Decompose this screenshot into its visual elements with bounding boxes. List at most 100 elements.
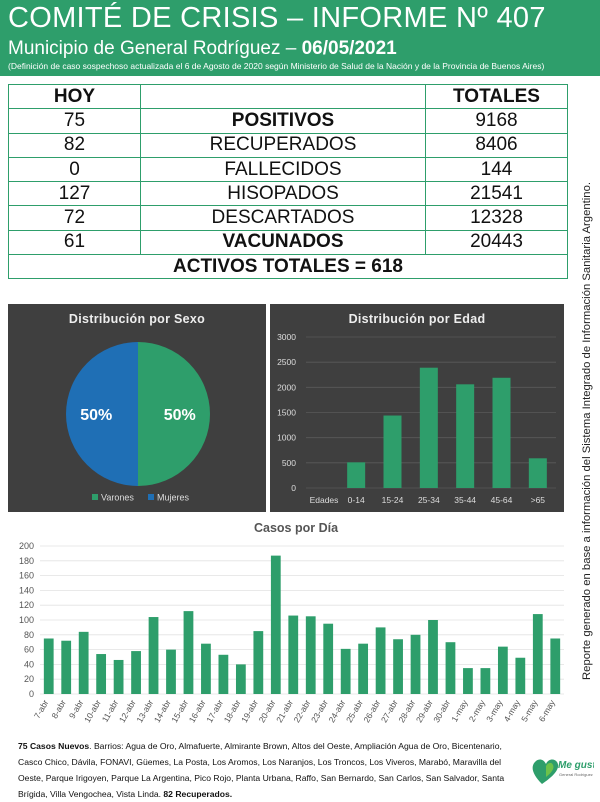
row-label-fallecidos: FALLECIDOS <box>140 156 426 183</box>
report-date: 06/05/2021 <box>301 38 397 59</box>
bar-19-abr <box>253 631 264 694</box>
legend-label-varones: Varones <box>101 493 134 503</box>
bar-25-abr <box>358 643 369 694</box>
bar->65 <box>528 458 547 488</box>
y-tick-label: 1000 <box>277 433 296 443</box>
footer-barrios-list: . Barrios: Agua de Oro, Almafuerte, Almi… <box>18 741 505 799</box>
bar-8-abr <box>61 640 72 694</box>
bar-14-abr <box>166 649 176 694</box>
footer-nuevos: 75 Casos Nuevos <box>18 741 90 751</box>
table-row: 61 VACUNADOS 20443 <box>8 229 568 256</box>
bar-27-abr <box>393 639 403 694</box>
y-tick-label: 1500 <box>277 408 296 418</box>
x-tick-label: 7-abr <box>32 698 51 720</box>
bar-15-24 <box>383 415 402 488</box>
x-tick-label: 25-34 <box>418 495 440 505</box>
x-tick-label: 8-abr <box>49 698 68 720</box>
report-title: COMITÉ DE CRISIS – INFORME Nº 407 <box>8 2 546 34</box>
heart-icon <box>532 759 559 784</box>
activos-totales: ACTIVOS TOTALES = 618 <box>8 254 568 280</box>
bar-24-abr <box>340 648 351 694</box>
column-header-empty <box>140 83 426 110</box>
bar-6-may <box>550 638 561 694</box>
source-sidenote: Reporte generado en base a información d… <box>581 182 593 680</box>
x-tick-label: 10-abr <box>82 698 103 724</box>
footer-recuperados: 82 Recuperados. <box>163 789 233 799</box>
edad-chart-title: Distribución por Edad <box>348 312 486 326</box>
y-tick-label: 180 <box>19 556 34 566</box>
bar-28-abr <box>410 634 421 694</box>
y-tick-label: 100 <box>19 615 34 625</box>
bar-18-abr <box>235 664 246 694</box>
bar-17-abr <box>218 654 229 694</box>
summary-table: HOY TOTALES 75 POSITIVOS 9168 82 RECUPER… <box>8 83 568 280</box>
bar-23-abr <box>323 623 334 694</box>
report-subtitle: Municipio de General Rodríguez – 06/05/2… <box>8 38 397 60</box>
source-sidenote-text: Reporte generado en base a información d… <box>581 182 593 680</box>
heart-accent-icon <box>546 762 554 777</box>
table-row: 75 POSITIVOS 9168 <box>8 108 568 134</box>
bar-22-abr <box>305 616 316 694</box>
y-tick-label: 40 <box>24 659 34 669</box>
y-tick-label: 0 <box>29 689 34 699</box>
casos-por-dia-chart: Casos por Día 0 20 40 60 80 100 120 140 160 180 200… <box>19 521 564 724</box>
pie-data-label: 50% <box>80 407 112 424</box>
hoy-value: 61 <box>8 229 141 256</box>
row-label-hisopados: HISOPADOS <box>140 181 426 207</box>
report-header: COMITÉ DE CRISIS – INFORME Nº 407 Munici… <box>0 0 600 76</box>
hoy-value: 127 <box>8 181 141 207</box>
total-value: 12328 <box>425 205 568 231</box>
x-tick-label: 6-may <box>537 697 558 723</box>
footer-barrios: 75 Casos Nuevos. Barrios: Agua de Oro, A… <box>18 738 518 802</box>
y-tick-label: 2500 <box>277 357 296 367</box>
column-header-totales: TOTALES <box>425 83 568 110</box>
x-tick-label: 35-44 <box>454 495 476 505</box>
y-tick-label: 200 <box>19 541 34 551</box>
bar-chart-edad-panel: Distribución por Edad 0 500 1000 1500 2000 25… <box>270 304 564 512</box>
pie-chart-title: Distribución por Sexo <box>68 312 206 326</box>
bar-9-abr <box>78 631 89 694</box>
logo-line1: Me gusta <box>558 760 594 771</box>
bar-16-abr <box>201 643 211 694</box>
y-tick-label: 0 <box>291 483 296 493</box>
bar-13-abr <box>148 617 159 694</box>
total-value: 144 <box>425 156 568 183</box>
table-row: 0 FALLECIDOS 144 <box>8 156 568 183</box>
total-value: 20443 <box>425 229 568 256</box>
casos-chart-title: Casos por Día <box>254 521 339 535</box>
x-tick-label: 15-24 <box>382 495 404 505</box>
definition-note: (Definición de caso sospechoso actualiza… <box>8 61 545 71</box>
total-value: 21541 <box>425 181 568 207</box>
activos-row: ACTIVOS TOTALES = 618 <box>8 254 568 280</box>
row-label-positivos: POSITIVOS <box>140 108 426 134</box>
edad-bar-chart: 0 500 1000 1500 2000 2500 3000 Edades 0-14 15-24 2… <box>277 332 556 505</box>
total-value: 8406 <box>425 132 568 158</box>
y-tick-label: 140 <box>19 585 34 595</box>
row-label-descartados: DESCARTADOS <box>140 205 426 231</box>
bar-7-abr <box>43 638 54 694</box>
row-label-vacunados: VACUNADOS <box>140 229 426 256</box>
x-tick-label: 0-14 <box>348 495 365 505</box>
bar-0-14 <box>347 462 366 488</box>
table-row: 127 HISOPADOS 21541 <box>8 181 568 207</box>
bar-10-abr <box>96 654 107 694</box>
y-tick-label: 120 <box>19 600 34 610</box>
y-tick-label: 500 <box>282 458 296 468</box>
x-tick-label: >65 <box>531 495 546 505</box>
bar-25-34 <box>419 367 438 488</box>
bar-45-64 <box>492 377 511 488</box>
subtitle-municipality: Municipio de General Rodríguez – <box>8 38 302 59</box>
pie-data-label: 50% <box>164 407 196 424</box>
y-tick-label: 60 <box>24 645 34 655</box>
me-gusta-logo: Me gusta General Rodríguez <box>532 759 594 784</box>
bar-1-may <box>463 668 473 694</box>
x-tick-label: 30-abr <box>431 698 452 724</box>
hoy-value: 82 <box>8 132 141 158</box>
bar-3-may <box>497 646 508 694</box>
y-tick-label: 80 <box>24 630 34 640</box>
bar-20-abr <box>270 555 281 694</box>
logo-line2: General Rodríguez <box>559 772 593 777</box>
hoy-value: 75 <box>8 108 141 134</box>
legend-swatch-varones <box>92 494 98 500</box>
pie-chart: 50% 50% Varones Mujeres <box>66 342 210 503</box>
